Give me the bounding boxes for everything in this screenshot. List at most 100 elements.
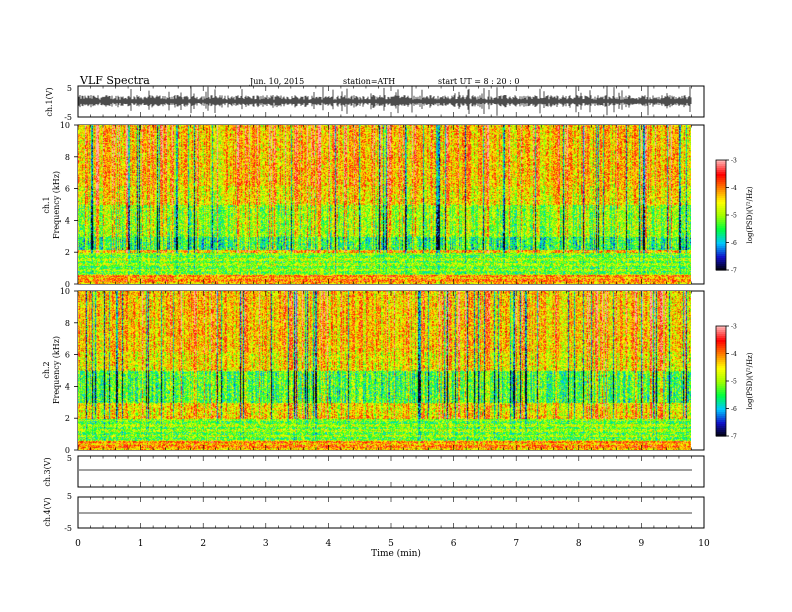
colorbar-swatch <box>716 162 726 165</box>
colorbar-swatch <box>716 356 726 359</box>
colorbar-swatch <box>716 330 726 333</box>
ch1-spectrogram-panel: 0 2 4 6 8 10 ch.1 Frequency (kHz) <box>42 121 705 289</box>
ytick-label: 0 <box>65 446 70 455</box>
colorbar-swatch <box>716 222 726 225</box>
xtick-label: 7 <box>513 539 519 549</box>
spectrogram-raster <box>78 291 691 450</box>
colorbar-swatch <box>716 406 726 409</box>
ytick-label: 8 <box>65 319 70 328</box>
colorbar-swatch <box>716 402 726 405</box>
colorbar-swatch <box>716 382 726 385</box>
ytick-label: 6 <box>65 185 70 194</box>
colorbar-swatch <box>716 216 726 219</box>
colorbar-swatch <box>716 354 726 357</box>
colorbar-swatch <box>716 400 726 403</box>
colorbar-swatch <box>716 252 726 255</box>
colorbar-swatch <box>716 364 726 367</box>
colorbar-swatch <box>716 348 726 351</box>
colorbar-swatch <box>716 342 726 345</box>
colorbar-swatch <box>716 210 726 213</box>
colorbar-swatch <box>716 428 726 431</box>
xtick-label: 4 <box>326 539 332 549</box>
ch1-spec-ylabel-line2: Frequency (kHz) <box>52 171 61 239</box>
ch1-spec-ylabel-line1: ch.1 <box>42 196 51 213</box>
ch1-waveform-path <box>78 86 692 116</box>
colorbar-swatch <box>716 250 726 253</box>
xtick-label: 8 <box>576 539 582 549</box>
colorbar-swatch <box>716 214 726 217</box>
ch1-ytick-top: 5 <box>67 84 72 93</box>
colorbar-swatch <box>716 420 726 423</box>
ch1-waveform-trace <box>78 86 692 116</box>
colorbar-swatch <box>716 368 726 371</box>
colorbar-swatch <box>716 186 726 189</box>
colorbar-swatch <box>716 256 726 259</box>
colorbar-swatch <box>716 172 726 175</box>
colorbar-swatch <box>716 248 726 251</box>
ch1-ytick-bottom: -5 <box>64 113 72 122</box>
colorbar-swatch <box>716 404 726 407</box>
ch1-waveform-panel: 5 -5 ch.1(V) <box>45 84 705 122</box>
ytick-label: 6 <box>65 351 70 360</box>
colorbar-swatch <box>716 244 726 247</box>
colorbar-tick-label: -4 <box>731 351 737 358</box>
colorbar-swatch <box>716 264 726 267</box>
colorbar-swatch <box>716 396 726 399</box>
colorbar-tick-label: -7 <box>731 268 737 275</box>
colorbar-swatch <box>716 218 726 221</box>
colorbar-swatch <box>716 370 726 373</box>
xtick-label: 5 <box>388 539 394 549</box>
colorbar-swatch <box>716 202 726 205</box>
colorbar-swatch <box>716 352 726 355</box>
colorbar-swatch <box>716 226 726 229</box>
colorbar-swatch <box>716 180 726 183</box>
figure-title: VLF Spectra <box>79 74 150 87</box>
ch3-waveform-frame <box>77 455 705 488</box>
colorbar-swatch <box>716 212 726 215</box>
colorbar-swatch <box>716 422 726 425</box>
colorbar-swatch <box>716 228 726 231</box>
ch2-colorbar-ticks: -3 -4 -5 -6 -7 <box>726 324 737 441</box>
colorbar-tick-label: -7 <box>731 434 737 441</box>
station-label: station=ATH <box>343 77 395 86</box>
colorbar-swatch <box>716 424 726 427</box>
x-axis-ticks <box>77 86 705 528</box>
colorbar-swatch <box>716 220 726 223</box>
colorbar-swatch <box>716 184 726 187</box>
ch2-spec-ylabel-line2: Frequency (kHz) <box>52 336 61 404</box>
ch1-spectrogram-yticks: 0 2 4 6 8 10 <box>60 121 78 289</box>
colorbar-swatch <box>716 188 726 191</box>
ch2-spectrogram-panel: 0 2 4 6 8 10 ch.2 Frequency (kHz) <box>42 287 705 455</box>
ch3-ytick-top: 5 <box>67 454 72 463</box>
colorbar-swatch <box>716 160 726 163</box>
colorbar-swatch <box>716 418 726 421</box>
colorbar-swatch <box>716 192 726 195</box>
colorbar-tick-label: -4 <box>731 185 737 192</box>
colorbar-swatch <box>716 208 726 211</box>
ytick-label: 2 <box>65 248 70 257</box>
colorbar-swatch <box>716 378 726 381</box>
colorbar-swatch <box>716 260 726 263</box>
colorbar-swatch <box>716 174 726 177</box>
colorbar-swatch <box>716 246 726 249</box>
colorbar-swatch <box>716 326 726 329</box>
ch1-colorbar-gradient <box>716 160 726 271</box>
colorbar-swatch <box>716 268 726 271</box>
colorbar-swatch <box>716 254 726 257</box>
xtick-label: 6 <box>451 539 457 549</box>
colorbar-swatch <box>716 350 726 353</box>
colorbar-swatch <box>716 392 726 395</box>
colorbar-swatch <box>716 416 726 419</box>
colorbar-tick-label: -3 <box>731 324 737 331</box>
colorbar-swatch <box>716 338 726 341</box>
xtick-label: 3 <box>263 539 269 549</box>
colorbar-swatch <box>716 196 726 199</box>
colorbar-swatch <box>716 164 726 167</box>
ch1-waveform-ylabel: ch.1(V) <box>45 87 54 116</box>
x-axis-tick-labels: 0 1 2 3 4 5 6 7 8 9 10 <box>75 539 710 549</box>
ytick-label: 2 <box>65 414 70 423</box>
xtick-label: 2 <box>200 539 206 549</box>
ch2-colorbar-gradient <box>716 326 726 437</box>
colorbar-swatch <box>716 190 726 193</box>
